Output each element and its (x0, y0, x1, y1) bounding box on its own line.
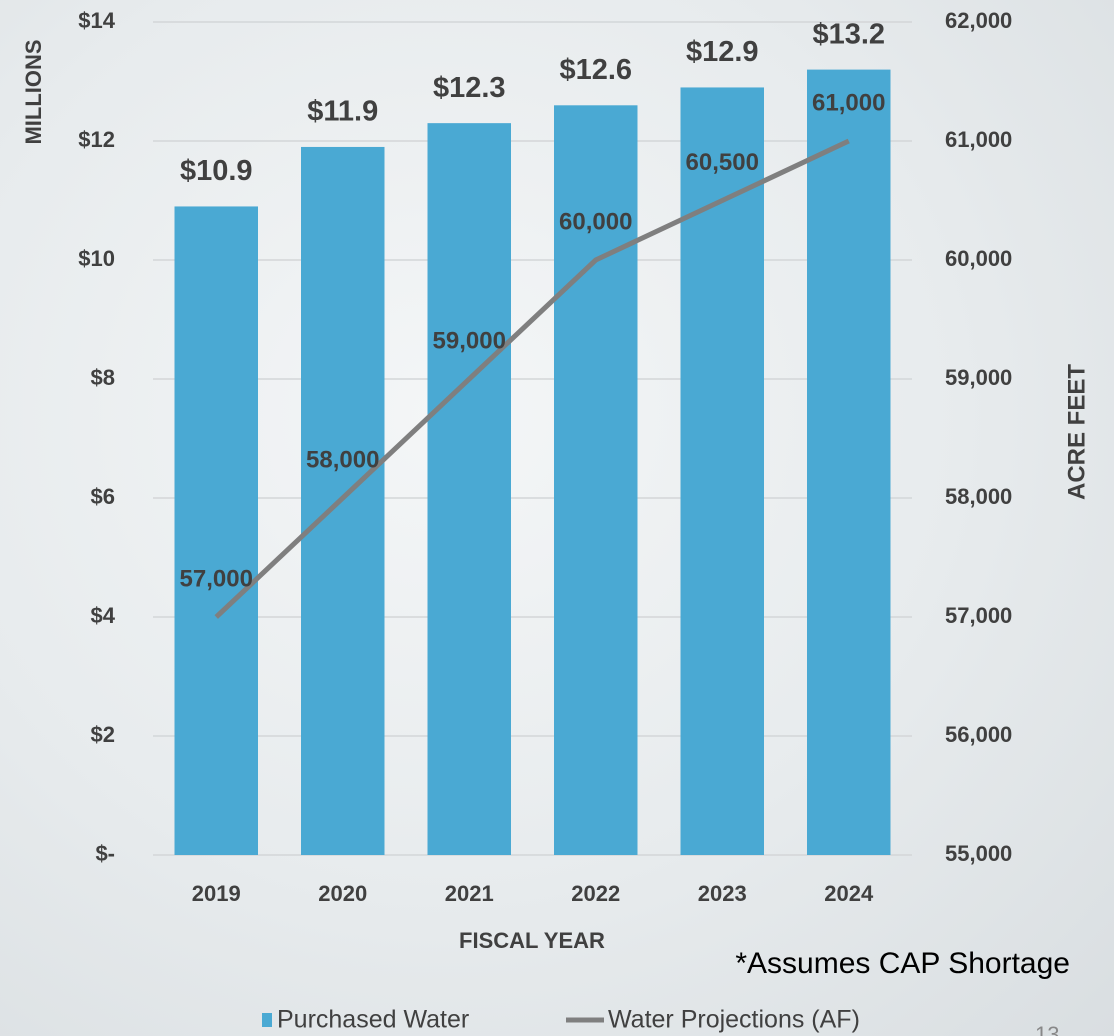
legend-label: Purchased Water (277, 1006, 469, 1034)
y-axis-title: MILLIONS (21, 39, 46, 144)
y2-axis-title: ACRE FEET (1063, 364, 1090, 500)
x-tick-label: 2023 (698, 881, 747, 906)
y-tick-label: $10 (78, 246, 115, 271)
y-tick-label: $- (95, 841, 115, 866)
bar-value-label: $12.9 (686, 36, 759, 68)
chart: FISCAL YEAR MILLIONS ACRE FEET *Assumes … (0, 0, 1114, 1036)
y2-tick-label: 57,000 (945, 603, 1012, 628)
bar-value-label: $12.6 (559, 54, 632, 86)
line-value-label: 57,000 (180, 565, 253, 592)
bar (807, 70, 890, 855)
page: {"chart_data": {"type": "bar", "x_label"… (0, 0, 1114, 1036)
y-tick-label: $12 (78, 127, 115, 152)
line-value-label: 58,000 (306, 446, 379, 473)
x-axis-title: FISCAL YEAR (459, 928, 605, 953)
bar (175, 206, 258, 855)
bar-value-label: $10.9 (180, 155, 253, 187)
line-value-label: 61,000 (812, 89, 885, 116)
x-tick-label: 2024 (824, 881, 874, 906)
bar-value-label: $12.3 (433, 72, 506, 104)
y2-tick-label: 56,000 (945, 722, 1012, 747)
x-tick-label: 2020 (318, 881, 367, 906)
legend-swatch (262, 1013, 272, 1027)
legend-label: Water Projections (AF) (608, 1006, 860, 1034)
y2-tick-label: 60,000 (945, 246, 1012, 271)
page-number: 13 (1035, 1022, 1059, 1036)
x-tick-label: 2019 (192, 881, 241, 906)
bar-value-label: $11.9 (307, 96, 378, 128)
y-tick-label: $2 (91, 722, 115, 747)
y-tick-label: $8 (91, 365, 115, 390)
x-tick-label: 2022 (571, 881, 620, 906)
x-tick-label: 2021 (445, 881, 494, 906)
y2-tick-label: 62,000 (945, 8, 1012, 33)
bar (428, 123, 511, 855)
annotation: *Assumes CAP Shortage (735, 947, 1070, 980)
line-value-label: 60,500 (686, 149, 759, 176)
y-tick-label: $14 (78, 8, 115, 33)
y-tick-label: $6 (91, 484, 115, 509)
y2-tick-label: 55,000 (945, 841, 1012, 866)
y-tick-label: $4 (91, 603, 116, 628)
y2-tick-label: 58,000 (945, 484, 1012, 509)
bar-value-label: $13.2 (812, 18, 885, 50)
y2-tick-label: 59,000 (945, 365, 1012, 390)
y2-tick-label: 61,000 (945, 127, 1012, 152)
line-value-label: 59,000 (433, 327, 506, 354)
line-value-label: 60,000 (559, 208, 632, 235)
